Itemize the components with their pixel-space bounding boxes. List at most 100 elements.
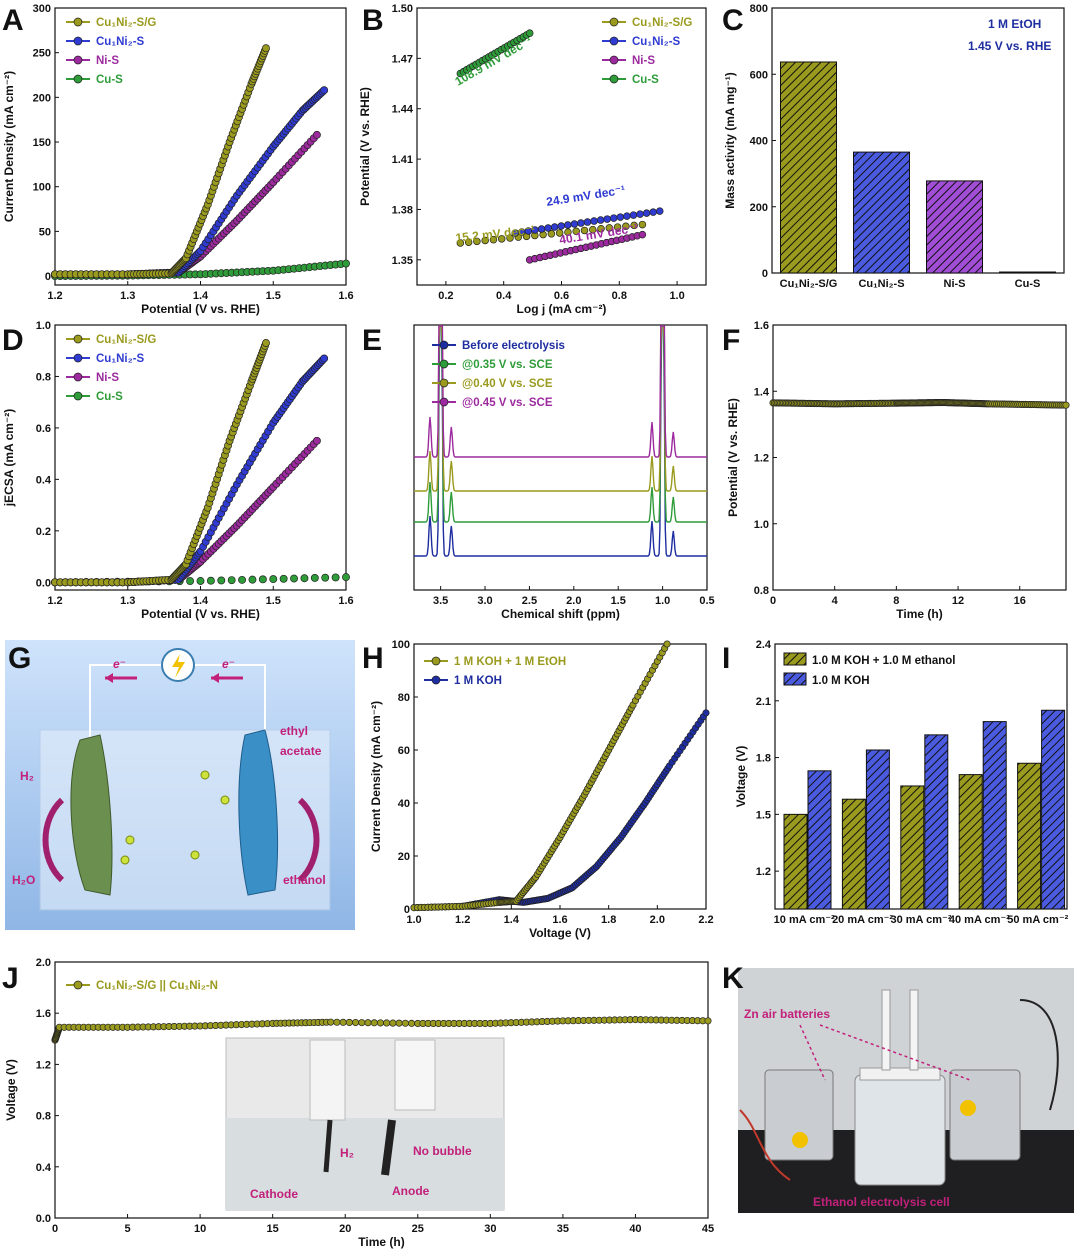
data-point	[497, 235, 506, 243]
data-point	[279, 574, 288, 583]
x-tick-label: 1.0	[406, 914, 421, 926]
data-point	[312, 436, 321, 445]
electrode-post	[881, 989, 891, 1071]
bar	[926, 180, 983, 274]
data-point	[320, 354, 329, 363]
data-point	[333, 1018, 341, 1026]
y-tick-label: 1.0	[36, 320, 51, 332]
electron-label: e⁻	[222, 657, 235, 671]
legend-label: Cu₁Ni₂-S/G	[96, 17, 156, 29]
legend-marker	[439, 340, 449, 350]
data-point	[269, 575, 278, 584]
y-tick-label: 1.5	[756, 809, 771, 821]
nmr-spectrum	[414, 325, 707, 557]
y-tick-label: 1.2	[756, 866, 771, 878]
x-tick-label: 0	[52, 1223, 58, 1235]
data-point	[401, 1019, 409, 1027]
x-category-label: 50 mA cm⁻²	[1007, 914, 1068, 926]
x-tick-label: 35	[557, 1223, 569, 1235]
data-point	[580, 226, 589, 235]
panel-I: 1.2 1.5 1.8 2.1 2.4 Voltage (V) 10 mA cm⁻²20 m…	[734, 639, 1069, 926]
x-axis-label: Potential (V vs. RHE)	[141, 302, 260, 316]
inset-h2-label: H₂	[340, 1146, 354, 1160]
y-tick-label: 200	[750, 202, 768, 214]
data-point	[217, 576, 226, 585]
x-category-label: 30 mA cm⁻²	[890, 914, 951, 926]
condition-note: 1 M EtOH	[988, 17, 1041, 31]
data-point	[376, 1019, 385, 1027]
x-tick-label: 2.0	[650, 914, 665, 926]
y-axis-label: Voltage (V)	[4, 1059, 18, 1121]
x-tick-label: 16	[1014, 595, 1026, 607]
data-point	[206, 576, 215, 585]
data-point	[550, 223, 559, 231]
data-point	[638, 220, 647, 229]
data-point	[506, 234, 514, 242]
bar	[841, 798, 866, 910]
panel-J: 0 5 10 15 20 25 30 35 40 45 0.0 0.4 0.8 1.2 1.6 2.0 Time…	[4, 957, 714, 1249]
panel-letter-A: A	[2, 4, 24, 37]
y-tick-label: 1.6	[36, 1008, 51, 1020]
h2o-label: H₂O	[12, 873, 35, 887]
y-tick-label: 1.44	[392, 104, 414, 116]
x-tick-label: 1.0	[669, 290, 684, 302]
x-tick-label: 1.4	[504, 914, 520, 926]
data-point	[262, 44, 270, 53]
x-axis-label: Log j (mA cm⁻²)	[517, 302, 607, 316]
data-point	[408, 1019, 416, 1027]
data-point	[370, 1019, 378, 1027]
anode-cycle-arrow	[297, 797, 320, 883]
legend-label: Cu₁Ni₂-S	[96, 353, 145, 365]
data-point	[555, 229, 564, 237]
electrolysis-cell-label: Ethanol electrolysis cell	[813, 1195, 950, 1209]
bar	[853, 151, 910, 274]
panel-letter-E: E	[362, 324, 382, 357]
data-point	[525, 29, 534, 37]
molecule-icon	[120, 855, 130, 865]
y-tick-label: 0.4	[36, 474, 52, 486]
legend-marker	[431, 656, 441, 666]
anode-rod	[381, 1119, 396, 1176]
nmr-spectrum	[414, 325, 707, 492]
x-tick-label: 0.6	[554, 290, 569, 302]
electrode-post	[909, 989, 919, 1071]
x-tick-label: 0.8	[612, 290, 627, 302]
data-point	[481, 236, 489, 245]
y-tick-label: 1.8	[756, 753, 771, 765]
x-tick-label: 1.4	[193, 290, 209, 302]
cable	[739, 1109, 791, 1181]
cable	[1019, 999, 1059, 1111]
y-tick-label: 0.0	[36, 1213, 51, 1225]
battery-right	[949, 1069, 1021, 1161]
cathode-cycle-arrow	[42, 797, 65, 883]
x-tick-label: 1.8	[601, 914, 616, 926]
x-tick-label: 1.6	[338, 290, 353, 302]
legend-marker	[609, 36, 619, 46]
y-tick-label: 60	[398, 745, 410, 757]
x-tick-label: 1.2	[47, 290, 62, 302]
inset-cathode-label: Cathode	[250, 1187, 298, 1201]
data-point	[290, 574, 298, 583]
bar	[924, 734, 949, 910]
legend-label: Cu₁Ni₂-S/G || Cu₁Ni₂-N	[96, 980, 218, 992]
x-tick-label: 0	[770, 595, 776, 607]
x-axis-label: Voltage (V)	[529, 926, 591, 940]
y-axis-label: Current Density (mA cm⁻²)	[369, 701, 383, 852]
arrow-left-head	[105, 673, 113, 683]
bar	[958, 774, 983, 910]
y-tick-label: 1.2	[36, 1059, 51, 1071]
data-point	[473, 237, 481, 246]
x-tick-label: 0.2	[438, 290, 453, 302]
panel-letter-F: F	[722, 324, 740, 357]
x-tick-label: 30	[484, 1223, 496, 1235]
y-tick-label: 0.8	[754, 585, 769, 597]
data-point	[395, 1019, 403, 1027]
molecule-icon	[125, 835, 135, 845]
y-tick-label: 1.4	[754, 386, 770, 398]
plot-frame	[54, 961, 709, 1219]
legend-marker	[439, 359, 449, 369]
legend-marker	[73, 334, 83, 344]
panel-E: 3.5 3.0 2.5 2.0 1.5 1.0 0.5 Chemical shift (ppm…	[413, 324, 715, 621]
bar	[865, 749, 890, 910]
x-tick-label: 20	[339, 1223, 351, 1235]
